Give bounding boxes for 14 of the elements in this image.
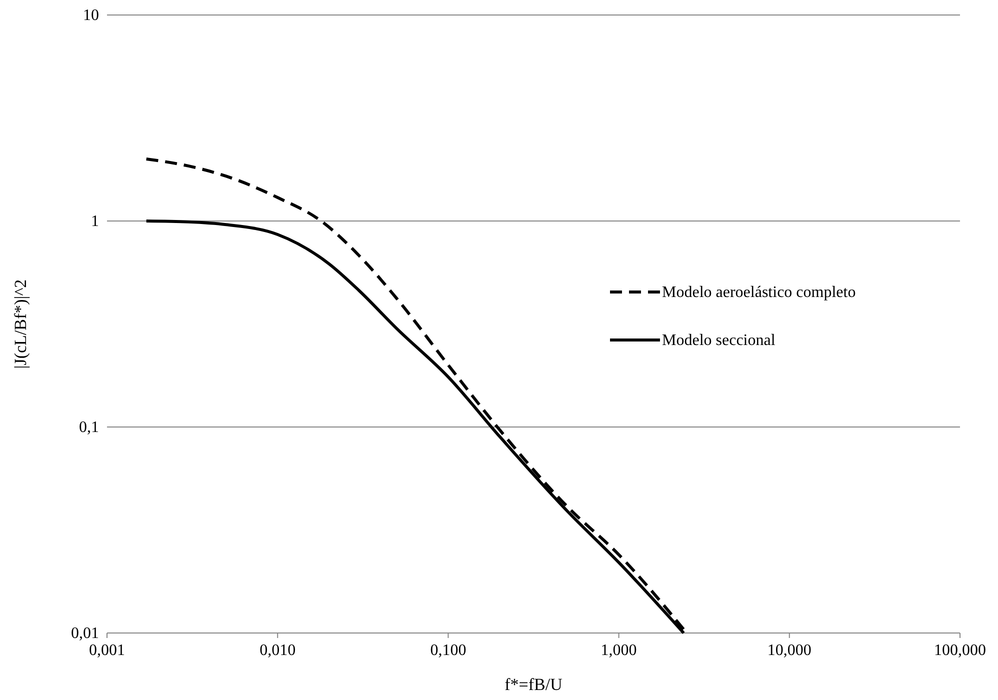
y-tick-label: 1 xyxy=(91,213,99,230)
legend-label: Modelo seccional xyxy=(662,332,776,349)
x-axis-title: f*=fB/U xyxy=(504,675,562,694)
x-tick-label: 100,000 xyxy=(934,642,986,659)
x-tick-label: 0,001 xyxy=(89,642,125,659)
y-tick-label: 0,01 xyxy=(71,625,99,642)
x-tick-label: 0,010 xyxy=(260,642,296,659)
x-tick-label: 1,000 xyxy=(600,642,637,659)
y-axis-title: |J(cL/Bf*)|^2 xyxy=(11,279,30,369)
x-tick-label: 10,000 xyxy=(767,642,812,659)
x-tick-label: 0,100 xyxy=(430,642,466,659)
y-tick-label: 0,1 xyxy=(79,419,99,436)
y-tick-label: 10 xyxy=(83,7,99,24)
legend-label: Modelo aeroelástico completo xyxy=(662,284,856,301)
